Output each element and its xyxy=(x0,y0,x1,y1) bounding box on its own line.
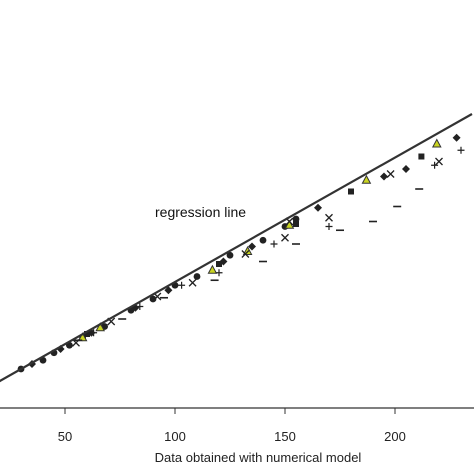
data-point-triangle xyxy=(207,264,218,274)
data-point-triangle xyxy=(361,174,372,184)
x-axis-title: Data obtained with numerical model xyxy=(155,450,362,465)
data-point-triangle xyxy=(242,245,253,255)
data-point-diamond xyxy=(452,133,461,142)
data-point-plus xyxy=(325,223,333,230)
data-point-circle xyxy=(193,273,201,280)
data-point-circle xyxy=(292,215,300,223)
data-point-diamond xyxy=(164,286,173,295)
data-point-triangle xyxy=(77,332,88,342)
x-tick-label: 200 xyxy=(384,429,406,444)
x-axis-ticks: 501001502002 xyxy=(58,408,406,444)
data-point-triangle xyxy=(95,322,106,332)
data-point-square xyxy=(216,261,222,267)
data-point-plus xyxy=(178,281,186,289)
data-point-diamond xyxy=(380,172,388,181)
data-points xyxy=(17,133,465,373)
data-point-square xyxy=(418,153,425,160)
data-point-triangle xyxy=(284,219,295,229)
data-point-x xyxy=(325,213,333,222)
data-point-plus xyxy=(136,303,144,310)
data-point-square xyxy=(348,188,354,195)
data-point-diamond xyxy=(402,165,410,173)
data-point-x xyxy=(281,233,289,242)
data-point-circle xyxy=(226,251,234,259)
data-point-diamond xyxy=(248,242,256,251)
x-tick-label: 50 xyxy=(58,429,72,444)
data-point-x xyxy=(386,170,395,178)
data-point-triangle xyxy=(431,138,442,148)
regression-line-annotation: regression line xyxy=(155,204,246,220)
data-point-circle xyxy=(259,236,267,244)
regression-line xyxy=(0,113,473,383)
data-point-square xyxy=(84,331,90,337)
data-point-plus xyxy=(90,329,98,337)
x-tick-label: 150 xyxy=(274,429,296,444)
data-point-x xyxy=(188,278,197,287)
data-point-x xyxy=(241,250,250,258)
data-point-plus xyxy=(215,269,223,277)
data-point-plus xyxy=(431,161,439,169)
data-point-diamond xyxy=(314,203,322,212)
data-point-circle xyxy=(149,295,157,303)
x-tick-label: 100 xyxy=(164,429,186,444)
data-point-x xyxy=(435,157,443,166)
data-point-plus xyxy=(457,146,465,154)
data-point-plus xyxy=(270,240,278,248)
data-point-square xyxy=(293,221,299,227)
